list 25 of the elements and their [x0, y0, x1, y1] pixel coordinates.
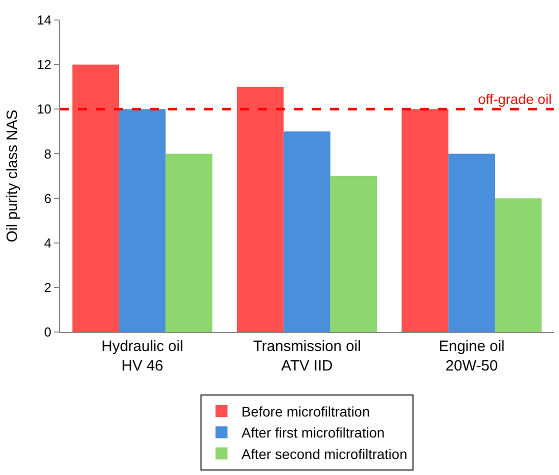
y-tick-label: 8	[44, 146, 52, 162]
y-tick-label: 10	[36, 102, 52, 117]
legend-label: After first microfiltration	[242, 424, 385, 441]
x-tick-label: Hydraulic oil HV 46	[101, 338, 184, 374]
bar	[119, 109, 166, 332]
bar	[166, 154, 212, 332]
bar	[494, 198, 542, 332]
x-tick-label: Transmission oil ATV IID	[253, 338, 361, 374]
bar	[72, 64, 120, 332]
y-axis-title: Oil purity class NAS	[4, 110, 22, 242]
bar	[330, 176, 377, 332]
y-tick-label: 12	[36, 57, 52, 72]
legend-label: After second microfiltration	[242, 446, 408, 462]
x-tick-label: Engine oil 20W-50	[438, 338, 505, 374]
legend-label: Before microfiltration	[242, 403, 370, 420]
y-tick-label: 6	[44, 190, 52, 206]
y-tick-label: 2	[44, 280, 52, 295]
y-tick-label: 4	[44, 235, 52, 250]
bar	[402, 109, 448, 332]
bar	[284, 131, 330, 332]
bar	[237, 86, 284, 332]
bar	[448, 154, 495, 332]
y-tick-label: 14	[36, 12, 52, 28]
ref-line-label: off-grade oil	[478, 91, 552, 107]
y-tick-label: 0	[44, 324, 52, 340]
